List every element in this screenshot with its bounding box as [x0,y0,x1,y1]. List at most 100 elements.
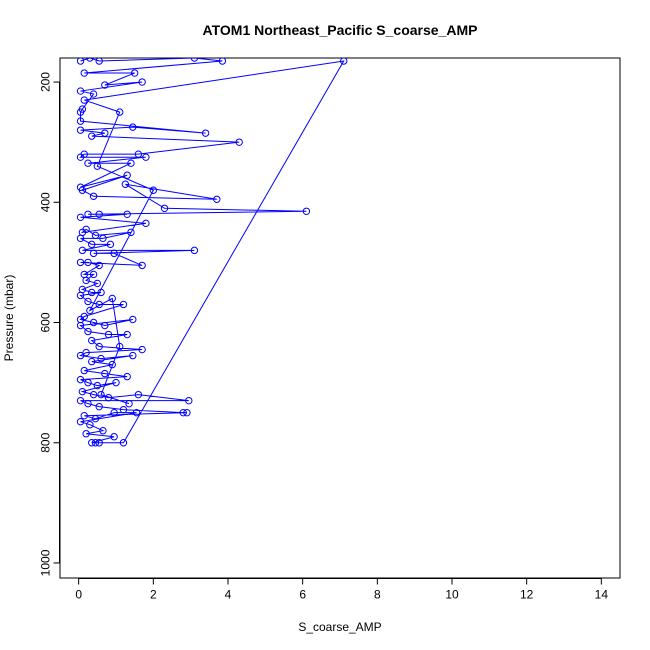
data-point [138,261,146,270]
y-tick-label: 800 [39,432,53,452]
data-point [86,421,94,429]
data-point [138,78,146,86]
data-point [134,390,143,399]
data-point [76,108,85,116]
data-point [82,276,90,285]
x-tick-label: 12 [520,588,534,602]
data-point [80,366,88,375]
data-point [129,351,137,360]
data-point [95,261,103,270]
data-point [112,378,120,387]
data-point [80,69,88,77]
data-point [78,387,87,396]
data-point [76,291,85,300]
y-axis-label: Pressure (mbar) [2,275,16,362]
data-point [95,342,103,351]
y-tick-label: 1000 [39,549,53,576]
data-point [84,378,92,387]
data-point [80,411,88,420]
data-point [132,408,141,417]
x-axis: 0 2 4 6 8 10 12 14 [75,578,608,602]
data-point [91,439,100,447]
data-point [84,399,92,408]
data-point [88,240,96,249]
data-point [76,87,85,95]
data-point [142,219,150,228]
data-point [80,96,88,104]
data-point [76,375,85,384]
data-point [84,258,92,267]
data-point [76,351,85,360]
chart-title: ATOM1 Northeast_Pacific S_coarse_AMP [203,22,478,38]
data-point [142,153,150,161]
data-point [340,58,348,65]
series-layer [76,58,348,447]
x-tick-label: 4 [225,588,232,602]
data-point [84,159,92,167]
data-point [129,315,137,324]
data-point [93,279,102,288]
data-point [101,129,109,137]
data-point [88,357,96,366]
data-point [95,58,103,65]
data-point [88,288,96,297]
data-point [84,327,92,336]
data-point [82,348,90,357]
data-point [76,58,85,65]
data-point [89,249,98,258]
data-point [76,234,85,243]
data-point [84,297,92,306]
data-point [95,439,103,447]
data-point [76,153,85,161]
data-point [99,427,107,435]
data-point [130,69,139,77]
data-point [108,294,116,303]
data-point [93,162,102,170]
data-point [190,58,199,62]
data-point [123,330,131,339]
data-point [183,408,191,417]
x-tick-label: 0 [75,588,82,602]
data-point [190,246,199,255]
data-point [76,258,85,267]
plot-frame [59,57,621,579]
data-point [213,195,221,203]
y-tick-label: 600 [39,312,53,332]
data-point [123,372,131,381]
data-point [123,171,131,179]
data-point [97,288,105,297]
data-point [101,369,109,378]
data-point [91,231,100,240]
data-point [235,138,243,146]
y-tick-label: 200 [39,72,53,92]
x-tick-label: 10 [445,588,459,602]
data-point [110,249,118,258]
data-point [149,186,158,194]
data-point [123,210,131,219]
data-point [76,213,85,222]
data-point [95,210,103,219]
y-tick-label: 400 [39,192,53,212]
data-point [302,207,311,215]
data-point [134,150,143,158]
data-point [104,330,113,339]
data-point [95,300,103,309]
data-point [116,342,124,351]
data-point [185,396,193,405]
data-point [119,439,128,447]
data-point [89,318,98,327]
data-point [76,321,85,330]
data-point [84,210,92,219]
x-axis-label: S_coarse_AMP [298,620,381,634]
data-point [78,246,87,255]
data-point [78,186,87,194]
data-point [110,433,118,441]
data-point [76,417,85,426]
x-tick-label: 8 [374,588,381,602]
data-point [82,430,90,438]
data-point [106,240,115,249]
data-point [88,336,96,345]
data-point [101,81,109,89]
data-point [127,159,135,167]
